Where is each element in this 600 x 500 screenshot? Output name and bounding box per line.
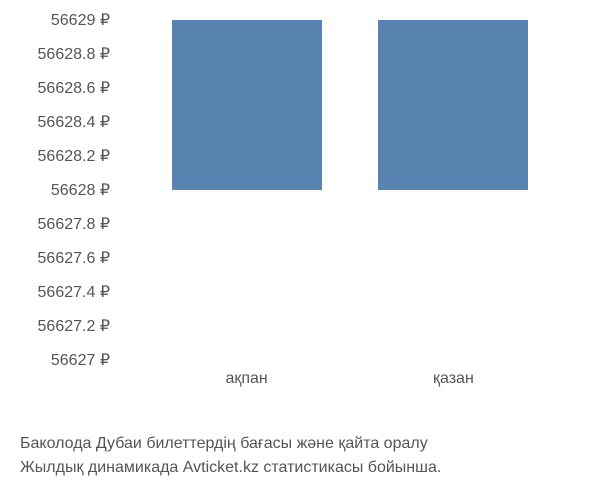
x-tick-label: қазан — [433, 370, 474, 388]
y-axis: 56629 ₽56628.8 ₽56628.6 ₽56628.4 ₽56628.… — [0, 20, 115, 360]
y-tick-label: 56627.6 ₽ — [38, 248, 110, 268]
chart-caption: Баколода Дубаи билеттердің бағасы және қ… — [20, 432, 600, 480]
chart-container: 56629 ₽56628.8 ₽56628.6 ₽56628.4 ₽56628.… — [0, 20, 600, 420]
y-tick-label: 56628.6 ₽ — [38, 78, 110, 98]
y-tick-label: 56627.8 ₽ — [38, 214, 110, 234]
caption-line-2: Жылдық динамикада Avticket.kz статистика… — [20, 456, 600, 480]
y-tick-label: 56627 ₽ — [51, 350, 110, 370]
y-tick-label: 56628.8 ₽ — [38, 44, 110, 64]
y-tick-label: 56628 ₽ — [51, 180, 110, 200]
y-tick-label: 56627.4 ₽ — [38, 282, 110, 302]
bar — [378, 20, 528, 190]
caption-line-1: Баколода Дубаи билеттердің бағасы және қ… — [20, 432, 600, 456]
y-tick-label: 56627.2 ₽ — [38, 316, 110, 336]
y-tick-label: 56628.2 ₽ — [38, 146, 110, 166]
y-tick-label: 56629 ₽ — [51, 10, 110, 30]
plot-area — [115, 20, 585, 360]
x-tick-label: ақпан — [225, 370, 267, 388]
y-tick-label: 56628.4 ₽ — [38, 112, 110, 132]
bar — [172, 20, 322, 190]
